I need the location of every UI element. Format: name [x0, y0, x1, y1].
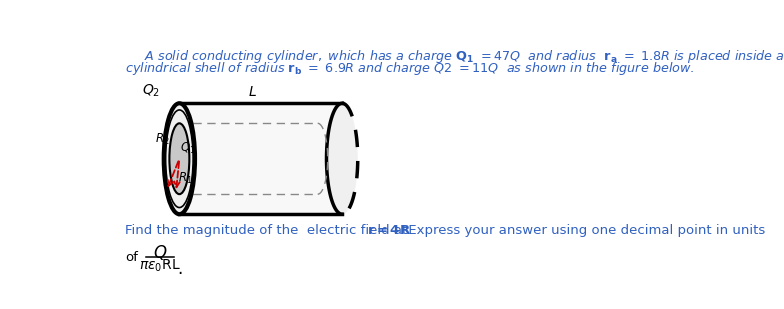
Text: Find the magnitude of the  electric field at: Find the magnitude of the electric field…	[125, 224, 412, 237]
Text: $Q_2$: $Q_2$	[142, 83, 160, 99]
Text: . Express your answer using one decimal point in units: . Express your answer using one decimal …	[401, 224, 765, 237]
Ellipse shape	[169, 123, 190, 194]
Ellipse shape	[326, 103, 358, 214]
Bar	[180, 103, 342, 214]
Text: $Q_1$: $Q_1$	[180, 141, 196, 156]
Ellipse shape	[164, 103, 195, 214]
Text: $Q$: $Q$	[153, 243, 167, 262]
Text: of: of	[125, 251, 138, 264]
Text: $R_2$: $R_2$	[155, 132, 170, 147]
Text: $L$: $L$	[249, 86, 257, 99]
Text: $\it{cylindrical\ shell\ of\ radius\ }$$\bf{r_b}$$\it{\ =\ 6.9R\ and\ charge\ Q2: $\it{cylindrical\ shell\ of\ radius\ }$$…	[125, 60, 695, 77]
Text: $\it{A\ solid\ conducting\ cylinder,\ which\ has\ a\ charge\ }$$\bf{Q_1}$$\it{\ : $\it{A\ solid\ conducting\ cylinder,\ wh…	[144, 48, 784, 65]
Text: $\pi\varepsilon_0$RL: $\pi\varepsilon_0$RL	[139, 258, 181, 274]
Text: $R_1$: $R_1$	[179, 171, 193, 186]
Ellipse shape	[165, 110, 193, 208]
Text: $\bf{r=4R}$: $\bf{r=4R}$	[367, 224, 411, 237]
Text: .: .	[177, 260, 183, 277]
